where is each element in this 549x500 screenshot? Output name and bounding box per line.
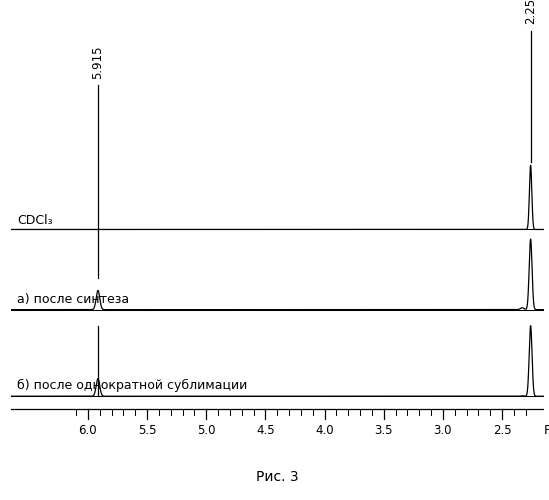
Text: 3.5: 3.5 [374, 424, 393, 436]
Text: Рис. 3: Рис. 3 [256, 470, 299, 484]
Text: 5.0: 5.0 [197, 424, 216, 436]
Text: PPM: PPM [544, 424, 549, 436]
Text: 4.0: 4.0 [315, 424, 334, 436]
Text: CDCl₃: CDCl₃ [17, 214, 53, 227]
Text: б) после однократной сублимации: б) после однократной сублимации [17, 380, 247, 392]
Text: 5.5: 5.5 [138, 424, 156, 436]
Text: 3.0: 3.0 [434, 424, 452, 436]
Text: 4.5: 4.5 [256, 424, 274, 436]
Text: 5.915: 5.915 [92, 46, 104, 79]
Text: 2.5: 2.5 [493, 424, 512, 436]
Text: 2.259: 2.259 [524, 0, 537, 24]
Text: 6.0: 6.0 [79, 424, 97, 436]
Text: а) после синтеза: а) после синтеза [17, 293, 129, 306]
